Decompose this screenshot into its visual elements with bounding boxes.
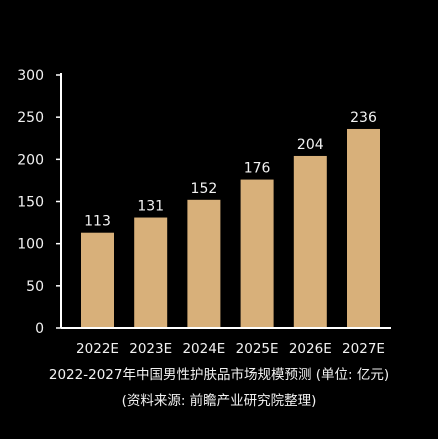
data-label: 113 (84, 214, 111, 230)
bar (134, 217, 168, 328)
bar (187, 199, 221, 328)
y-axis: 0 50 100 150 200 250 300 (17, 68, 62, 337)
x-tick-label: 2022E (76, 341, 119, 357)
data-label: 176 (244, 161, 271, 177)
data-label: 204 (297, 137, 324, 153)
y-tick-label: 150 (17, 195, 44, 211)
x-tick-label: 2025E (236, 341, 279, 357)
y-tick-label: 200 (17, 152, 44, 168)
bar (293, 155, 327, 328)
x-tick-label: 2023E (129, 341, 172, 357)
bar (240, 179, 274, 328)
bar-chart: 0 50 100 150 200 250 300 113 131 152 176 204 236 20… (17, 68, 391, 357)
y-tick-label: 250 (17, 110, 44, 126)
bar (347, 128, 380, 328)
y-tick-label: 300 (17, 68, 44, 84)
y-tick-label: 0 (35, 321, 44, 337)
y-tick-label: 100 (17, 237, 44, 253)
x-tick-label: 2027E (342, 341, 385, 357)
data-label: 152 (191, 181, 218, 197)
x-axis: 2022E 2023E 2024E 2025E 2026E 2027E (61, 327, 391, 357)
bar (81, 232, 114, 328)
data-labels: 113 131 152 176 204 236 (84, 110, 377, 230)
x-tick-label: 2024E (182, 341, 225, 357)
y-tick-label: 50 (26, 279, 44, 295)
x-tick-label: 2026E (289, 341, 332, 357)
bars (81, 128, 380, 328)
data-label: 236 (350, 110, 377, 126)
data-label: 131 (137, 199, 164, 215)
chart-source: (资料来源: 前瞻产业研究院整理) (121, 393, 317, 409)
chart-title: 2022-2027年中国男性护肤品市场规模预测 (单位: 亿元) (48, 367, 390, 383)
